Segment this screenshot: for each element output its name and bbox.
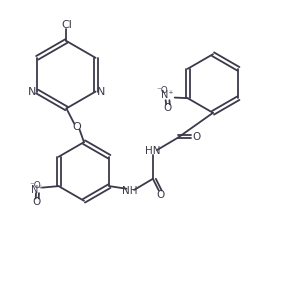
Text: ⁻O: ⁻O — [29, 181, 41, 190]
Text: Cl: Cl — [61, 20, 72, 30]
Text: HN: HN — [145, 146, 161, 156]
Text: O: O — [164, 103, 172, 113]
Text: O: O — [193, 132, 201, 142]
Text: N⁺: N⁺ — [31, 185, 43, 195]
Text: N⁺: N⁺ — [161, 90, 173, 100]
Text: O: O — [72, 122, 81, 132]
Text: N: N — [28, 86, 36, 96]
Text: ⁻O: ⁻O — [157, 86, 168, 95]
Text: O: O — [32, 197, 41, 207]
Text: O: O — [156, 190, 164, 200]
Text: NH: NH — [122, 186, 137, 196]
Text: N: N — [97, 86, 105, 96]
